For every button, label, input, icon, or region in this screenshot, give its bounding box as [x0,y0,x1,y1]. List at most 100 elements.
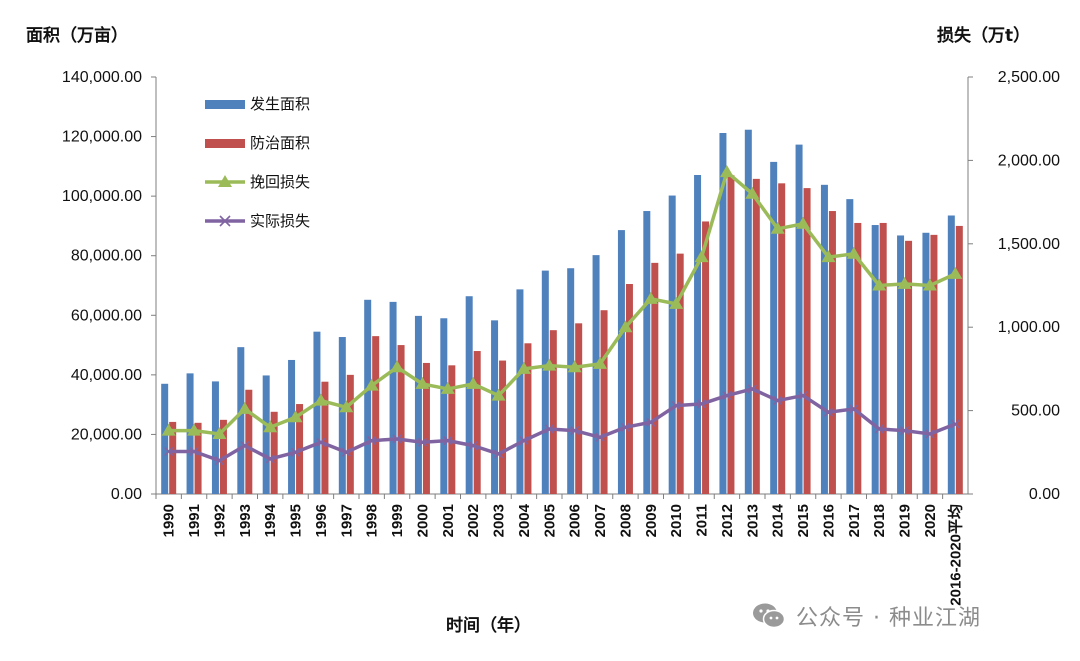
bar-control [651,262,659,494]
x-tick-label: 2006 [567,504,584,537]
marker-x [696,399,707,409]
bar-control [752,178,760,495]
left-tick-label: 40,000.00 [71,367,142,384]
marker-x [316,437,326,447]
marker-triangle [313,393,328,406]
bar-occurrence [770,161,778,494]
marker-triangle [364,378,379,391]
x-tick-label: 1996 [313,504,330,537]
bar-control [194,422,202,494]
bar-occurrence [364,299,372,494]
marker-x [747,384,757,394]
bar-control [575,323,583,494]
marker-triangle [440,381,455,394]
bar-occurrence [567,268,575,494]
legend-marker-x [219,215,231,227]
marker-triangle [415,376,430,389]
marker-triangle [821,250,836,263]
marker-x [570,426,580,436]
marker-triangle [922,278,937,291]
left-tick-label: 100,000.00 [62,188,142,205]
marker-triangle [593,356,608,369]
x-tick-label: 1990 [161,504,178,537]
x-tick-label: 2016 [820,504,837,537]
bar-control [625,284,633,494]
line-actual-loss [168,387,956,463]
bar-control [372,336,380,494]
x-tick-label: 2014 [770,503,787,537]
bar-occurrence [161,383,169,494]
left-tick-label: 140,000.00 [62,69,142,86]
marker-x [443,436,453,446]
marker-triangle [669,296,684,309]
bar-control [321,381,329,494]
wechat-icon [753,603,786,629]
x-tick-label: 1997 [338,504,355,537]
marker-x [620,422,631,432]
bar-control [955,225,963,494]
plot-area: 0.00 20,000.00 40,000.00 60,000.00 80,000.00… [62,69,1060,606]
x-tick-label: 2018 [871,504,888,537]
bar-control [828,211,836,495]
bar-occurrence [820,184,828,494]
marker-triangle [643,291,658,304]
left-tick-label: 20,000.00 [71,426,142,443]
legend-label: 发生面积 [250,95,310,113]
left-axis-title: 面积（万亩） [26,25,128,46]
legend-swatch-bar [205,100,245,109]
bar-control [930,234,938,494]
marker-x [925,429,935,439]
marker-x [595,432,605,442]
marker-triangle [339,400,354,413]
marker-triangle [719,165,734,178]
bar-occurrence [668,195,676,494]
bar-control [346,374,354,494]
x-tick-label: 1992 [211,504,228,537]
right-tick-label: 500.00 [1011,403,1060,420]
bar-control [270,411,278,494]
marker-x [468,441,478,451]
bar-control [676,253,684,494]
marker-triangle [618,320,633,333]
left-tick-label: 60,000.00 [71,307,142,324]
legend-marker-triangle [218,175,232,187]
marker-triangle [288,410,303,423]
bar-occurrence [922,232,930,494]
x-tick-label: 2015 [795,504,812,537]
watermark: 公众号 · 种业江湖 [752,600,981,632]
bar-occurrence [440,318,448,494]
marker-x [773,396,783,406]
x-tick-label: 2010 [668,504,685,537]
bar-occurrence [744,129,752,495]
bar-control [854,222,862,494]
bar-occurrence [897,235,905,494]
marker-triangle [390,360,405,373]
marker-triangle [161,423,176,436]
marker-x [240,441,250,451]
x-tick-label: 1999 [389,504,406,537]
bar-control [879,222,887,494]
marker-triangle [491,388,506,401]
legend-label: 实际损失 [250,212,310,230]
bar-occurrence [617,230,625,494]
right-axis-title: 损失（万t） [937,25,1030,46]
marker-x [899,426,910,436]
marker-triangle [948,266,963,279]
bar-control [422,362,430,494]
marker-x [646,417,656,427]
marker-triangle [263,420,278,433]
bar-occurrence [389,301,397,494]
bar-control [448,365,456,494]
bar-occurrence [795,144,803,494]
bar-occurrence [871,225,879,494]
legend-label: 挽回损失 [250,173,310,191]
marker-triangle [694,250,709,263]
bar-control [549,330,557,494]
x-tick-label: 2002 [465,504,482,537]
bar-control [397,345,405,494]
bar-control [702,221,710,495]
bar-occurrence [947,215,955,494]
marker-triangle [770,221,785,234]
bar-control [905,240,913,494]
x-tick-label: 2017 [846,504,863,537]
